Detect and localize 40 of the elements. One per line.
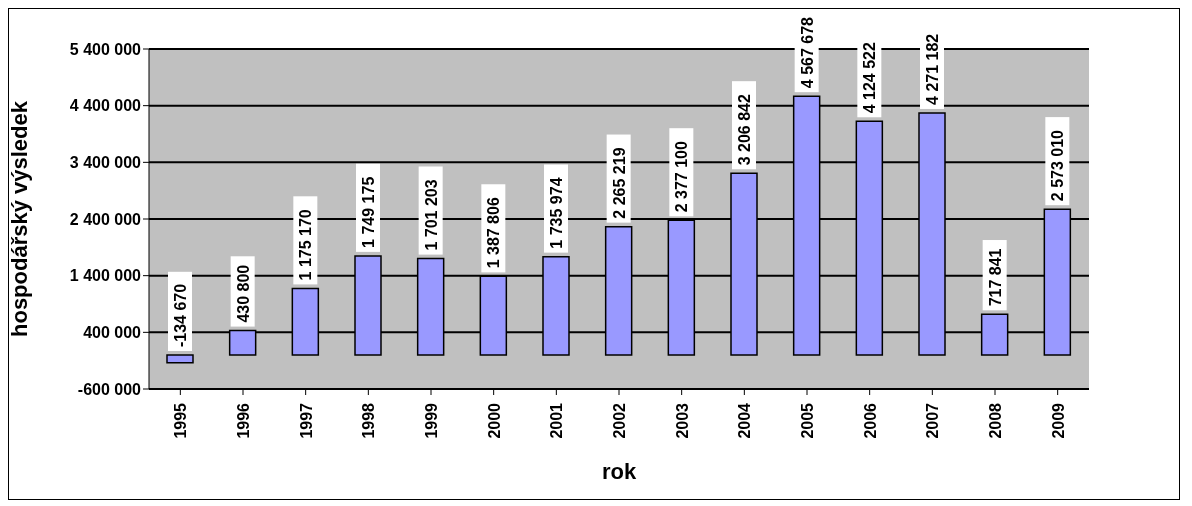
y-tick-label: 2 400 000 [69,210,142,228]
x-tick-label: 1999 [423,402,440,439]
y-tick-label: 5 400 000 [69,40,142,58]
data-label: 4 124 522 [861,42,879,114]
x-tick-label: 1998 [360,402,378,439]
x-tick-label: 2007 [924,402,942,439]
data-label: 717 841 [986,248,1004,307]
x-tick-label: 2008 [987,402,1004,439]
data-label: 2 377 100 [673,141,691,213]
y-tick-label: 4 400 000 [69,97,142,115]
x-tick-label: 2005 [799,402,816,439]
data-label: 2 573 010 [1049,129,1067,202]
data-label: 1 175 170 [297,209,315,281]
x-axis-title: rok [601,459,637,484]
x-tick-label: 2009 [1049,402,1067,439]
data-label: 1 701 203 [422,179,440,251]
data-label: 2 265 219 [610,147,628,219]
x-tick-label: 2001 [548,402,566,439]
y-axis-title: hospodářský výsledek [6,100,32,338]
x-tick-label: 2006 [861,402,879,439]
x-tick-label: 2002 [611,402,628,439]
x-tick-label: 1997 [297,402,315,439]
x-tick-label: 2000 [485,402,503,439]
data-label: 4 271 182 [924,33,941,105]
data-label: 1 387 806 [485,197,503,269]
x-tick-label: 1995 [172,402,190,439]
y-tick-label: 3 400 000 [69,154,142,172]
data-label: 1 735 974 [548,177,565,249]
data-label: 3 206 842 [736,94,753,166]
data-label: 4 567 678 [798,16,816,89]
y-tick-label: 400 000 [83,324,142,342]
x-tick-label: 1996 [235,402,252,439]
bar [166,354,194,364]
data-label: 1 749 175 [360,176,377,248]
y-tick-label: -600 000 [77,380,142,398]
data-label: -134 670 [172,283,189,347]
x-tick-label: 2003 [673,402,691,439]
x-tick-label: 2004 [736,402,754,439]
y-tick-label: 1 400 000 [69,267,142,285]
data-label: 430 800 [234,264,252,323]
